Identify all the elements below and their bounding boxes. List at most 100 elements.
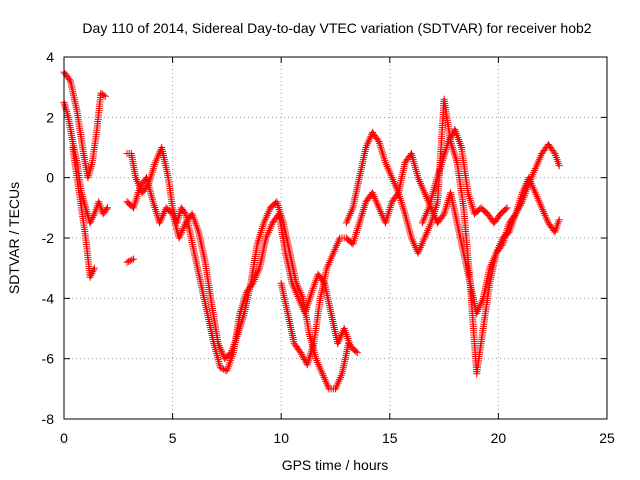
series-track-i <box>418 125 511 227</box>
data-point <box>441 149 449 157</box>
data-point <box>153 209 161 217</box>
data-point <box>352 347 360 355</box>
data-point <box>148 168 156 176</box>
series-track-h <box>342 128 563 317</box>
data-point <box>517 200 525 208</box>
data-point <box>468 200 476 208</box>
data-point <box>353 227 361 235</box>
y-tick-label: -4 <box>42 290 55 306</box>
y-tick-label: -2 <box>42 230 55 246</box>
data-point <box>466 196 474 204</box>
plot-frame <box>63 56 608 420</box>
data-point <box>450 147 458 155</box>
series-track-a <box>60 68 109 182</box>
x-axis-label: GPS time / hours <box>282 457 389 473</box>
data-point <box>220 365 228 373</box>
data-point <box>400 208 408 216</box>
data-point <box>351 232 359 240</box>
data-point <box>256 232 264 240</box>
data-point <box>149 166 157 174</box>
data-point <box>453 157 461 165</box>
data-point <box>150 200 158 208</box>
data-point <box>152 207 160 215</box>
grid <box>64 57 607 419</box>
data-point <box>151 204 159 212</box>
data-point <box>132 196 140 204</box>
y-tick-label: 2 <box>46 109 54 125</box>
data-point <box>374 136 382 144</box>
data-point <box>384 209 392 217</box>
data-point <box>467 198 475 206</box>
data-point <box>502 205 510 213</box>
y-tick-label: -6 <box>42 351 55 367</box>
data-point <box>399 202 407 210</box>
data-point <box>102 205 110 213</box>
data-point <box>449 145 457 153</box>
data-point <box>132 194 140 202</box>
data-point <box>128 256 136 264</box>
data-point <box>88 270 96 278</box>
data-point <box>133 192 141 200</box>
series-track-c <box>69 144 98 281</box>
series-layer <box>60 68 563 393</box>
data-point <box>359 207 367 215</box>
data-point <box>352 229 360 237</box>
series-track-e <box>123 255 138 266</box>
data-point <box>130 255 138 263</box>
data-point <box>354 225 362 233</box>
data-point <box>451 153 459 161</box>
data-point <box>254 238 262 246</box>
series-track-g <box>277 95 563 378</box>
data-point <box>397 196 405 204</box>
data-point <box>148 170 156 178</box>
data-point <box>503 204 511 212</box>
data-point <box>442 202 450 210</box>
data-point <box>90 264 98 272</box>
data-point <box>450 149 458 157</box>
data-point <box>65 76 73 84</box>
data-point <box>360 204 368 212</box>
data-point <box>398 200 406 208</box>
data-point <box>378 147 386 155</box>
data-point <box>555 162 563 170</box>
data-point <box>87 217 95 225</box>
data-point <box>149 164 157 172</box>
data-point <box>465 191 473 199</box>
data-point <box>355 219 363 227</box>
data-point <box>399 204 407 212</box>
data-point <box>258 225 266 233</box>
data-point <box>123 258 131 266</box>
data-point <box>257 229 265 237</box>
x-tick-label: 0 <box>60 430 68 446</box>
data-point <box>378 149 386 157</box>
data-point <box>62 104 70 112</box>
data-point <box>306 294 314 302</box>
data-point <box>101 92 109 100</box>
data-point <box>88 215 96 223</box>
data-point <box>452 155 460 163</box>
data-point <box>61 100 69 108</box>
data-point <box>443 200 451 208</box>
data-point <box>257 227 265 235</box>
data-point <box>354 223 362 231</box>
data-point <box>356 217 364 225</box>
data-point <box>61 102 69 110</box>
data-point <box>440 151 448 159</box>
data-point <box>63 110 71 118</box>
data-point <box>126 257 134 265</box>
data-point <box>304 300 312 308</box>
data-point <box>468 202 476 210</box>
y-tick-label: -8 <box>42 411 55 427</box>
data-point <box>358 209 366 217</box>
data-point <box>377 143 385 151</box>
data-point <box>386 205 394 213</box>
x-tick-label: 10 <box>273 430 289 446</box>
data-point <box>216 364 224 372</box>
data-point <box>358 211 366 219</box>
data-point <box>439 211 447 219</box>
data-point <box>125 257 133 265</box>
data-point <box>147 172 155 180</box>
x-tick-label: 25 <box>599 430 615 446</box>
data-point <box>90 266 98 274</box>
